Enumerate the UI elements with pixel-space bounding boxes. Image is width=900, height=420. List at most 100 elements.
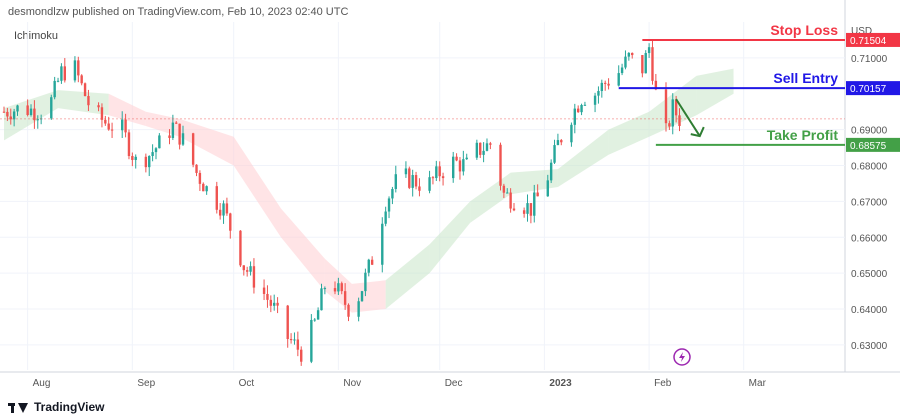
candle-body	[249, 266, 252, 272]
candle-body	[266, 293, 269, 300]
candle-body	[387, 198, 391, 212]
candle-body	[151, 152, 154, 157]
candle-body	[435, 166, 438, 179]
candle-body	[343, 291, 347, 305]
candle-body	[546, 180, 549, 197]
candle-body	[245, 270, 249, 272]
candle-body	[506, 192, 509, 194]
candle-body	[127, 132, 131, 157]
candle-body	[411, 175, 414, 188]
candle-body	[26, 105, 29, 116]
cloud-segment	[470, 172, 511, 223]
candle-body	[499, 144, 502, 186]
candle-body	[29, 108, 33, 116]
candle-body	[536, 192, 539, 197]
candle-body	[391, 188, 394, 199]
projection-arrow	[675, 98, 701, 137]
candle-body	[340, 283, 343, 292]
candle-body	[651, 47, 654, 81]
candle-body	[624, 56, 627, 68]
candle-body	[556, 140, 560, 146]
candle-body	[56, 80, 60, 82]
candle-body	[522, 210, 526, 214]
candle-body	[593, 95, 597, 105]
candle-body	[222, 203, 225, 216]
time-axis[interactable]: Aug Sep Oct Nov Dec 2023 Feb Mar	[33, 378, 767, 389]
candle-body	[323, 288, 327, 290]
cloud-segment	[696, 68, 734, 116]
candles	[2, 40, 681, 366]
candle-body	[668, 123, 671, 127]
lightning-icon-glyph	[679, 352, 685, 362]
time-tick-label: Oct	[239, 378, 255, 389]
candle-body	[654, 80, 658, 90]
time-tick-label: Nov	[343, 378, 361, 389]
candle-body	[475, 142, 479, 158]
candle-body	[337, 283, 340, 292]
candle-body	[202, 183, 205, 192]
candle-body	[418, 186, 421, 191]
candle-body	[347, 304, 350, 317]
projection-arrow-head	[690, 126, 705, 138]
candle-body	[360, 291, 364, 302]
candle-body	[60, 66, 63, 81]
candle-body	[239, 230, 242, 266]
candle-body	[644, 53, 647, 74]
cloud-segment	[233, 136, 281, 238]
price-tick-label: 0.68000	[851, 162, 888, 173]
time-tick-label: Sep	[137, 378, 155, 389]
cloud-segment	[351, 280, 386, 313]
candle-body	[195, 164, 198, 173]
indicator-label[interactable]: Ichimoku	[14, 30, 59, 42]
candle-body	[479, 142, 482, 155]
candle-body	[6, 111, 9, 117]
time-tick-label: Feb	[654, 378, 672, 389]
candle-body	[286, 305, 289, 339]
candle-body	[641, 55, 644, 74]
candle-body	[175, 122, 178, 124]
candle-body	[597, 91, 600, 96]
candle-body	[276, 302, 279, 306]
candle-body	[262, 287, 266, 294]
cloud-segment	[179, 118, 234, 166]
candle-body	[104, 119, 107, 124]
candle-body	[121, 119, 124, 131]
candle-body	[2, 111, 6, 113]
trade-levels[interactable]: 0.71504 Stop Loss 0.70157 Sell Entry 0.68575…	[0, 22, 900, 152]
cloud-segment	[429, 201, 471, 274]
level-price-tag	[846, 32, 900, 47]
grid-lines	[0, 0, 900, 373]
candle-body	[215, 186, 218, 210]
candle-body	[100, 107, 104, 120]
candle-body	[367, 259, 370, 273]
time-tick-label: 2023	[549, 378, 572, 389]
candle-body	[9, 116, 12, 120]
candle-body	[438, 166, 441, 177]
currency-label: USD	[851, 26, 873, 37]
candle-body	[674, 99, 678, 116]
candle-body	[458, 160, 462, 172]
level-price-label: 0.71504	[850, 36, 887, 47]
candle-body	[107, 123, 110, 130]
candle-body	[131, 156, 134, 160]
cloud-segment	[58, 90, 109, 116]
level-name-label: Sell Entry	[773, 70, 838, 86]
candle-body	[647, 47, 651, 54]
candle-body	[293, 339, 296, 341]
candle-body	[600, 82, 604, 92]
candle-body	[404, 168, 408, 175]
time-tick-label: Dec	[445, 378, 463, 389]
candle-body	[16, 105, 19, 112]
candle-body	[310, 319, 313, 362]
price-tick-label: 0.69000	[851, 126, 888, 137]
candle-body	[80, 75, 83, 84]
footer-brand: TradingView	[34, 400, 105, 414]
price-axis[interactable]: 0.63000 0.64000 0.65000 0.66000 0.67000 0.680…	[851, 54, 888, 352]
level-price-tag	[846, 137, 900, 152]
candle-body	[242, 265, 246, 271]
candle-body	[462, 159, 465, 172]
candle-body	[482, 150, 485, 155]
annotations	[673, 98, 705, 366]
candle-body	[603, 82, 607, 84]
